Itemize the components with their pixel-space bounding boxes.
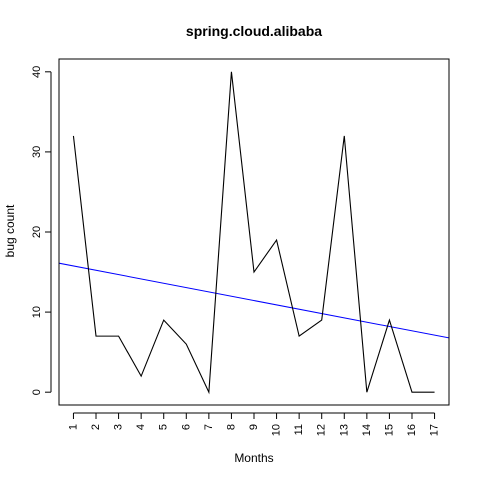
x-tick-label: 3 xyxy=(113,424,125,430)
plot-frame xyxy=(58,58,450,406)
x-tick-label: 12 xyxy=(316,424,328,436)
x-tick-label: 9 xyxy=(248,424,260,430)
x-tick-label: 17 xyxy=(429,424,441,436)
x-tick-label: 2 xyxy=(90,424,102,430)
x-tick-label: 16 xyxy=(406,424,418,436)
x-tick-label: 10 xyxy=(271,424,283,436)
x-tick-label: 7 xyxy=(203,424,215,430)
x-tick-label: 6 xyxy=(180,424,192,430)
y-tick-label: 0 xyxy=(31,389,43,395)
y-axis-label: bug count xyxy=(3,204,17,257)
x-tick-label: 1 xyxy=(67,424,79,430)
y-tick-label: 30 xyxy=(31,146,43,158)
x-tick-label: 4 xyxy=(135,424,147,430)
y-tick-label: 40 xyxy=(31,66,43,78)
series-line xyxy=(72,71,435,395)
x-tick-label: 5 xyxy=(158,424,170,430)
series-layer xyxy=(72,71,435,395)
trend-line xyxy=(59,262,449,339)
x-tick-label: 15 xyxy=(383,424,395,436)
x-tick-label: 8 xyxy=(225,424,237,430)
chart-title: spring.cloud.alibaba xyxy=(186,23,322,39)
x-tick-label: 13 xyxy=(338,424,350,436)
x-tick-label: 14 xyxy=(361,424,373,436)
trend-layer xyxy=(59,262,449,339)
x-axis-label: Months xyxy=(234,451,273,465)
y-tick-label: 20 xyxy=(31,226,43,238)
x-tick-label: 11 xyxy=(293,424,305,435)
y-tick-label: 10 xyxy=(31,306,43,318)
